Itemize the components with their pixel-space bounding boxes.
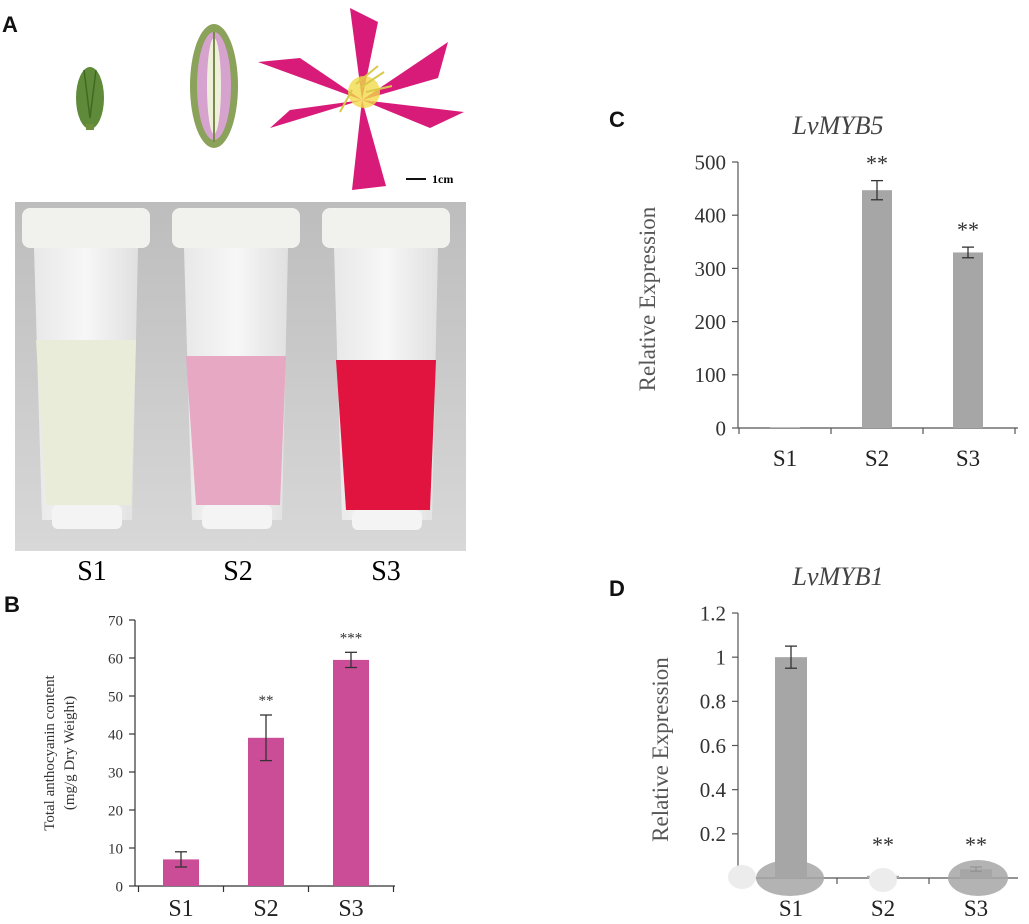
sample-label-s1: S1 [77, 556, 107, 587]
significance-label: ** [957, 217, 979, 242]
tube-s2 [172, 208, 300, 529]
bar-s3 [953, 252, 983, 428]
category-label-s1: S1 [773, 446, 797, 471]
tube-s1 [22, 208, 150, 529]
significance-label: ** [259, 693, 274, 709]
y-tick-label: 0.8 [700, 690, 726, 714]
category-label-s2: S2 [865, 446, 889, 471]
tubes-photo [15, 202, 466, 551]
chart-d-lvmyb1: 0.2 0.4 0.6 0.8 1 1.2 S1 ** S2 ** S3 LvMYB1 Relative… [648, 562, 1018, 921]
y-axis-label: Relative Expression [635, 206, 660, 391]
significance-label: ** [965, 832, 987, 857]
y-tick-label: 400 [695, 204, 727, 228]
chart-title: LvMYB1 [792, 562, 884, 591]
y-tick-label: 50 [108, 689, 123, 705]
category-label-s3: S3 [338, 896, 363, 922]
y-tick-label: 40 [108, 727, 123, 743]
panel-letter-b: B [4, 592, 20, 617]
panel-letter-a: A [2, 12, 18, 37]
y-axis-label: Total anthocyanin content [42, 674, 58, 830]
category-label-s1: S1 [168, 896, 193, 922]
category-label-s3: S3 [956, 446, 980, 471]
chart-b-anthocyanin: 0 10 20 30 40 50 60 70 S1 ** S2 *** S3 Total anthocya… [42, 613, 395, 922]
sample-label-s3: S3 [371, 556, 401, 587]
tube-s3 [322, 208, 450, 530]
y-axis-label: Relative Expression [648, 657, 673, 842]
panel-letter-d: D [609, 576, 625, 601]
lily-bud-image [76, 67, 104, 130]
sample-label-s2: S2 [223, 556, 253, 587]
y-tick-label: 30 [108, 765, 123, 781]
y-tick-label: 20 [108, 803, 123, 819]
lily-flower-image [258, 8, 464, 190]
chart-c-lvmyb5: 0 100 200 300 400 500 S1 ** S2 ** S3 LvMYB5 Relative… [635, 111, 1018, 471]
significance-label: ** [866, 151, 888, 176]
lily-bud-cross-section-image [190, 24, 238, 148]
y-tick-label: 0 [716, 416, 727, 440]
scale-bar-label: 1cm [432, 172, 453, 186]
y-tick-label: 0 [116, 879, 124, 895]
chart-title: LvMYB5 [792, 111, 884, 140]
y-tick-label: 0.2 [700, 822, 726, 846]
category-label-s3: S3 [964, 896, 988, 921]
y-tick-label: 10 [108, 841, 123, 857]
image-artifact [728, 860, 1008, 896]
y-tick-label: 70 [108, 613, 123, 629]
bar-s2 [862, 190, 892, 428]
y-tick-label: 1 [716, 646, 727, 670]
y-tick-label: 0.6 [700, 734, 726, 758]
bar-s1 [775, 657, 807, 878]
y-tick-label: 200 [695, 310, 727, 334]
bar-s3 [333, 659, 369, 886]
y-axis-label-units: (mg/g Dry Weight) [62, 696, 78, 810]
y-tick-label: 60 [108, 651, 123, 667]
category-label-s1: S1 [779, 896, 803, 921]
significance-label: *** [340, 630, 363, 646]
bar-s1 [770, 427, 800, 428]
y-tick-label: 300 [695, 257, 727, 281]
y-tick-label: 500 [695, 150, 727, 174]
significance-label: ** [872, 832, 894, 857]
category-label-s2: S2 [253, 896, 278, 922]
bar-s2 [248, 737, 284, 886]
category-label-s2: S2 [871, 896, 895, 921]
y-tick-label: 0.4 [700, 778, 727, 802]
y-tick-label: 1.2 [700, 601, 726, 625]
y-tick-label: 100 [695, 363, 727, 387]
panel-letter-c: C [609, 107, 625, 132]
